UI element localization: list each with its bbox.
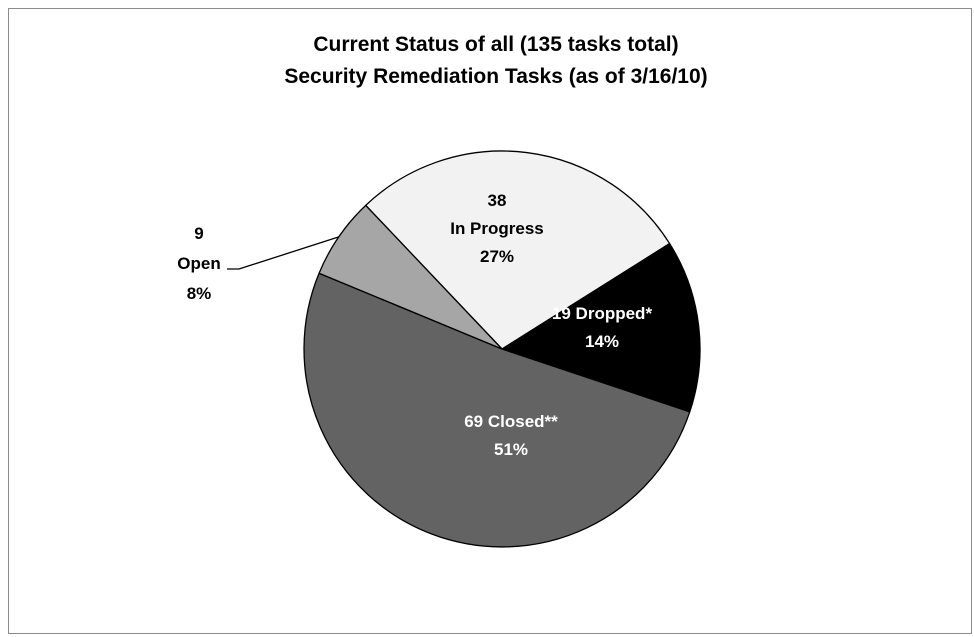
slice-label-in-progress-line-1: 38 (488, 191, 507, 210)
pie-slice-closed (303, 272, 691, 548)
pie-slice-dropped (501, 242, 701, 413)
pie-chart: Current Status of all (135 tasks total) … (177, 33, 708, 548)
slice-label-closed-line-2: 51% (494, 440, 528, 459)
chart-title-line-1: Current Status of all (135 tasks total) (313, 33, 678, 56)
slice-label-open-line-1: 9 (194, 224, 203, 243)
slice-label-open-line-3: 8% (187, 284, 212, 303)
slice-label-closed-line-1: 69 Closed** (464, 412, 558, 431)
slice-label-in-progress-line-2: In Progress (450, 219, 544, 238)
slice-label-dropped-line-2: 14% (585, 332, 619, 351)
chart-area: Current Status of all (135 tasks total) … (8, 8, 972, 634)
slice-label-in-progress-line-3: 27% (480, 247, 514, 266)
pie-slice-in-progress (365, 150, 671, 350)
chart-title-line-2: Security Remediation Tasks (as of 3/16/1… (284, 65, 707, 88)
slice-label-dropped-line-1: 19 Dropped* (552, 304, 653, 323)
pie-slices (303, 150, 701, 548)
pie-labels: 38 In Progress 27% 19 Dropped* 14% 69 Closed*… (177, 191, 652, 459)
open-leader-line (227, 236, 339, 270)
slice-label-open-line-2: Open (177, 254, 220, 273)
pie-slice-open (318, 204, 503, 350)
